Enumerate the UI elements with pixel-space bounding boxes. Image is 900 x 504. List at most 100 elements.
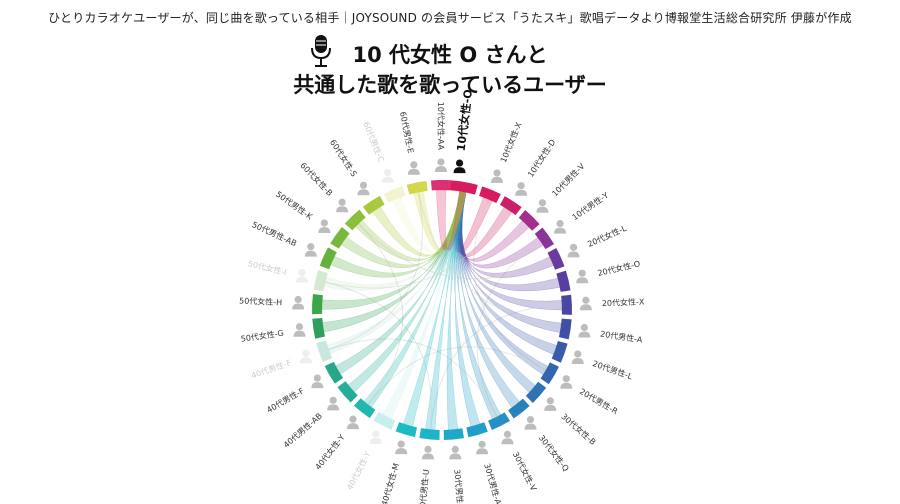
chord-cross-link xyxy=(358,223,552,280)
node-label: 20代男性-A xyxy=(600,328,644,344)
chord-links xyxy=(321,189,563,431)
node-label: 20代女性-O xyxy=(597,258,642,278)
ring-segment xyxy=(518,210,540,231)
node-label: 30代男性-AC xyxy=(482,462,505,504)
person-icon xyxy=(299,349,312,364)
chord-cross-link xyxy=(328,338,498,418)
person-icon xyxy=(311,374,324,389)
title-line-1: 10 代女性 O さんと xyxy=(352,43,548,67)
node-label: 10代男性-Y xyxy=(570,190,610,222)
title-line-2: 共通した歌を歌っているユーザー xyxy=(293,73,607,97)
node-label: 20代女性-X xyxy=(602,296,645,308)
person-icon xyxy=(318,219,331,233)
node-label: 60代男性-E xyxy=(398,111,416,154)
person-icon xyxy=(544,397,557,411)
ring-segment xyxy=(312,294,323,315)
person-icon xyxy=(357,181,370,196)
chord-cross-link xyxy=(358,223,404,405)
chord-cross-link xyxy=(473,198,546,371)
chord-cross-link xyxy=(328,192,423,350)
person-icon xyxy=(576,269,589,284)
node-label: 40代女性-M xyxy=(379,462,401,504)
chord-cross-link xyxy=(367,346,546,405)
ring-segment xyxy=(406,180,428,195)
ring-segment xyxy=(479,186,501,204)
node-label: 10代男性-V xyxy=(550,161,587,199)
ring-segment xyxy=(534,227,555,250)
person-icon xyxy=(491,169,504,183)
person-icon xyxy=(579,296,592,311)
node-label: 10代女性-D xyxy=(525,137,557,179)
source-note: ひとりカラオケユーザーが、同じ曲を歌っている相手｜JOYSOUND の会員サービ… xyxy=(48,11,852,25)
person-icon xyxy=(536,199,549,213)
node-label: 60代男性-C xyxy=(361,120,387,164)
node-label: 10代女性-X xyxy=(498,120,524,164)
node-label: 60代女性-B xyxy=(298,160,335,198)
node-label: 40代女性-Y xyxy=(344,450,372,492)
node-label: 40代女性-Y xyxy=(313,432,347,471)
person-icon xyxy=(578,323,591,338)
person-icon xyxy=(421,445,434,460)
chord-ribbon xyxy=(454,191,493,254)
person-icon xyxy=(501,430,514,445)
node-label: 40代男性-F xyxy=(250,357,293,380)
person-icon xyxy=(476,440,489,455)
node-label: 10代女性-AA xyxy=(436,102,446,151)
chord-cross-link xyxy=(476,240,541,418)
ring-segment xyxy=(561,294,572,315)
person-icon xyxy=(369,430,382,444)
node-label: 30代女性-B xyxy=(559,411,598,447)
node-label: 30代女性-Q xyxy=(537,433,572,473)
chord-cross-link xyxy=(418,192,561,329)
person-icon xyxy=(327,396,340,411)
node-label: 50代女性-I xyxy=(247,258,288,277)
chord-ribbon xyxy=(456,191,544,269)
person-icon xyxy=(293,323,306,337)
chord-ribbon xyxy=(322,191,467,333)
person-icon xyxy=(515,182,528,196)
focus-person-icon xyxy=(453,159,466,174)
node-label: 60代女性-S xyxy=(328,138,359,179)
ring-segment xyxy=(525,381,547,403)
person-icon xyxy=(407,161,420,175)
person-icon xyxy=(449,445,462,460)
ring-segment xyxy=(324,361,344,384)
ring-segment xyxy=(353,398,376,419)
ring-segment xyxy=(443,428,465,440)
chart-title: 10 代女性 O さんと 共通した歌を歌っているユーザー xyxy=(0,40,900,100)
ring-segment xyxy=(362,195,385,215)
person-icon xyxy=(567,243,580,258)
ring-segment xyxy=(551,341,568,363)
chord-cross-link xyxy=(430,304,562,430)
person-icon xyxy=(381,169,394,183)
person-icon xyxy=(571,350,584,364)
ring-segment xyxy=(312,318,325,339)
focus-label: 10代女性-O xyxy=(454,88,475,151)
microphone-icon xyxy=(311,35,331,67)
ring-segment xyxy=(508,398,530,419)
ring-segment xyxy=(337,381,358,403)
ring-segment xyxy=(373,411,396,430)
node-label: 40代男性-AB xyxy=(281,411,324,450)
person-icon xyxy=(395,440,408,455)
person-icon xyxy=(346,415,359,430)
ring-segment xyxy=(330,227,350,249)
person-icon xyxy=(560,375,573,389)
node-label: 20代男性-L xyxy=(591,358,634,381)
node-label: 30代女性-V xyxy=(511,450,539,493)
person-icon xyxy=(524,416,537,430)
person-icon xyxy=(295,268,308,283)
ring-segment xyxy=(395,422,418,438)
ring-segment xyxy=(558,318,572,340)
ring-segment xyxy=(419,428,440,440)
ring-segment xyxy=(430,180,452,191)
node-label: 50代女性-H xyxy=(239,295,283,307)
ring-segment xyxy=(316,340,333,363)
person-icon xyxy=(304,243,317,257)
ring-segment xyxy=(547,247,565,270)
chord-ring xyxy=(312,180,572,440)
node-label: 40代男性-F xyxy=(265,385,306,415)
chord-cross-link xyxy=(325,209,509,289)
node-label: 20代男性-R xyxy=(578,386,620,416)
